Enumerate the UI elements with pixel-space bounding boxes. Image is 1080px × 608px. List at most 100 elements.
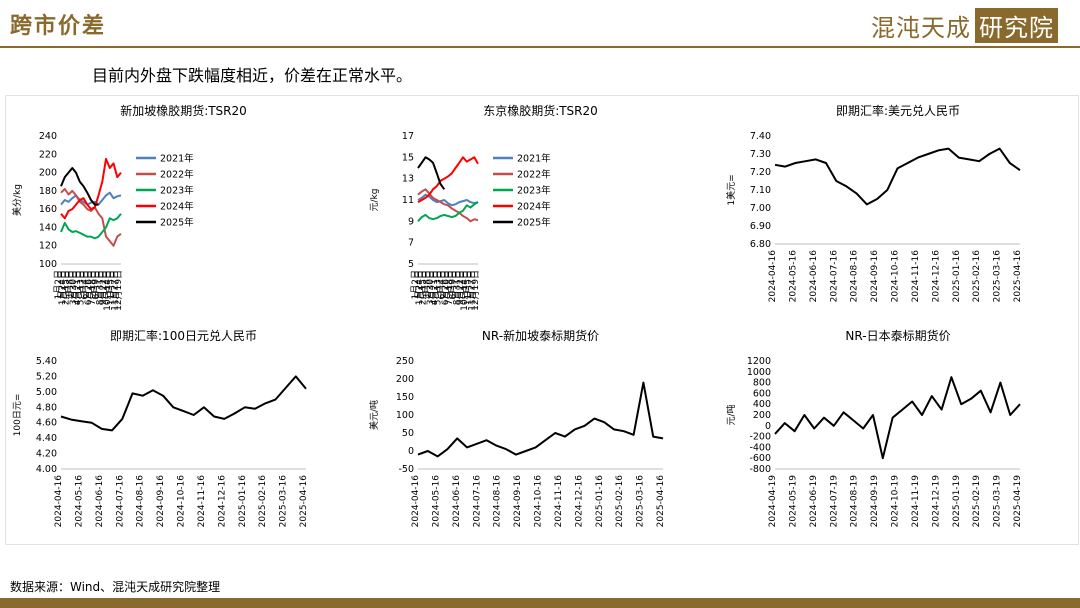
x-tick-label: 2025-03-16 <box>993 250 1003 303</box>
x-tick-label: 2024-06-16 <box>95 475 105 528</box>
x-tick-label: 3月8日 <box>64 270 75 299</box>
y-tick-label: -600 <box>749 453 771 464</box>
y-axis-label: 元/kg <box>370 189 380 212</box>
y-tick-label: 7.30 <box>750 149 771 160</box>
x-tick-label: 2025-03-16 <box>636 475 646 528</box>
legend-label: 2022年 <box>160 169 194 181</box>
x-tick-label: 8月31日 <box>451 270 462 305</box>
y-tick-label: 180 <box>39 186 57 197</box>
y-tick-label: 4.80 <box>36 402 57 413</box>
x-tick-label: 2024-04-16 <box>768 250 778 303</box>
y-tick-label: 1000 <box>747 367 771 378</box>
chart-tocom-tsr20: 5 7 9 11 13 15 17 元/kg 1月2日1月24日2月15日3月8日3月30日4月… <box>370 131 551 311</box>
x-tick-label: 2月15日 <box>418 270 429 305</box>
legend-label: 2025年 <box>517 217 551 229</box>
y-axis-label: 美分/kg <box>11 184 23 216</box>
x-tick-label: 2025-04-16 <box>1013 250 1023 303</box>
x-tick-label: 1月2日 <box>410 270 421 299</box>
x-tick-label: 2025-04-19 <box>1013 475 1023 528</box>
y-tick-label: 9 <box>408 216 414 227</box>
chart-panel-nr-japan: NR-日本泰标期货价 -800 -600 -400 -200 0 200 400 600 800… <box>720 321 1076 544</box>
x-tick-label: 8月31日 <box>94 270 105 305</box>
legend-label: 2025年 <box>160 217 194 229</box>
x-tick-label: 8月9日 <box>91 270 102 299</box>
y-tick-label: -800 <box>749 464 771 475</box>
x-tick-label: 6月26日 <box>440 270 451 305</box>
y-tick-label: 5.00 <box>36 387 57 398</box>
series-line <box>60 191 122 206</box>
series-line <box>60 375 307 432</box>
x-tick-label: 2024-05-16 <box>431 475 441 528</box>
x-tick-label: 2025-01-16 <box>238 475 248 528</box>
series-line <box>417 381 664 458</box>
chart-title: 新加坡橡胶期货:TSR20 <box>120 104 247 118</box>
x-tick-label: 9月22日 <box>455 270 466 305</box>
x-tick-label: 2025-01-16 <box>952 250 962 303</box>
x-tick-label: 2024-10-16 <box>177 475 187 528</box>
x-tick-label: 1月24日 <box>414 270 425 305</box>
series-line <box>417 201 479 222</box>
legend-label: 2021年 <box>517 153 551 165</box>
legend-label: 2022年 <box>517 169 551 181</box>
chart-title: NR-新加坡泰标期货价 <box>481 329 600 343</box>
y-tick-label: 4.60 <box>36 418 57 429</box>
x-tick-label: 2024-12-19 <box>931 475 941 528</box>
y-tick-label: 7 <box>408 238 414 249</box>
summary-text: 目前内外盘下跌幅度相近，价差在正常水平。 <box>92 66 413 85</box>
chart-panel-usdcny: 即期汇率:美元兑人民币 6.80 6.90 7.00 7.10 7.20 7.30 7.40… <box>720 96 1076 319</box>
x-tick-label: 7月18日 <box>87 270 98 305</box>
x-tick-label: 2024-10-16 <box>534 475 544 528</box>
x-tick-label: 12月19日 <box>113 270 124 311</box>
x-tick-label: 2025-04-16 <box>299 475 309 528</box>
x-tick-label: 2025-02-16 <box>972 250 982 303</box>
y-axis-label: 元/吨 <box>725 404 737 425</box>
logo-text: 混沌天成 <box>871 14 971 42</box>
x-tick-label: 2024-07-16 <box>115 475 125 528</box>
x-tick-label: 2025-04-16 <box>656 475 666 528</box>
y-tick-label: 7.00 <box>750 203 771 214</box>
y-tick-label: 0 <box>765 421 771 432</box>
x-tick-label: 11月5日 <box>463 270 474 305</box>
y-axis-label: 1美元= <box>725 174 737 205</box>
x-tick-label: 6月26日 <box>83 270 94 305</box>
x-tick-label: 2024-08-16 <box>136 475 146 528</box>
chart-panel-sgx-tsr20: 新加坡橡胶期货:TSR20 100 120 140 160 180 200 220 240 美分… <box>6 96 361 319</box>
chart-title: NR-日本泰标期货价 <box>845 329 951 343</box>
x-tick-label: 4月21日 <box>429 270 440 305</box>
page-title: 跨市价差 <box>10 13 107 39</box>
x-tick-label: 2025-02-16 <box>615 475 625 528</box>
chart-panel-tocom-tsr20: 东京橡胶期货:TSR20 5 7 9 11 13 15 17 元/kg 1月2日 1月24日 2月1… <box>363 96 718 319</box>
chart-jpycny: 4.00 4.20 4.40 4.60 4.80 5.00 5.20 5.40 100日元= 20… <box>12 356 309 528</box>
y-tick-label: 17 <box>402 131 414 142</box>
y-tick-label: 200 <box>753 410 771 421</box>
y-tick-label: 6.80 <box>750 239 771 250</box>
x-tick-label: 3月30日 <box>425 270 436 305</box>
y-tick-label: 240 <box>39 131 57 142</box>
x-tick-label: 2024-05-16 <box>788 250 798 303</box>
x-tick-label: 2024-11-16 <box>197 475 207 528</box>
chart-panel-nr-sgx: NR-新加坡泰标期货价 -50 0 50 100 150 200 250 美元/吨 2024-0… <box>363 321 718 544</box>
x-tick-label: 10月14日 <box>102 270 113 311</box>
y-axis-label: 100日元= <box>12 394 23 437</box>
x-tick-label: 2024-09-16 <box>156 475 166 528</box>
y-axis-label: 美元/吨 <box>368 400 380 430</box>
x-tick-label: 2024-07-16 <box>472 475 482 528</box>
legend-label: 2024年 <box>517 201 551 213</box>
x-tick-label: 2024-04-16 <box>411 475 421 528</box>
y-tick-label: -50 <box>398 464 414 475</box>
x-tick-label: 2024-09-16 <box>870 250 880 303</box>
x-tick-label: 2025-01-19 <box>952 475 962 528</box>
x-tick-label: 2024-08-16 <box>850 250 860 303</box>
x-tick-label: 2024-11-19 <box>911 475 921 528</box>
y-tick-label: 13 <box>402 174 414 185</box>
y-tick-label: 600 <box>753 388 771 399</box>
series-line <box>60 167 99 206</box>
x-tick-label: 2024-09-19 <box>870 475 880 528</box>
x-tick-label: 9月22日 <box>98 270 109 305</box>
y-tick-label: 200 <box>396 374 414 385</box>
legend-label: 2023年 <box>517 185 551 197</box>
chart-sgx-tsr20: 100 120 140 160 180 200 220 240 美分/kg 1月2日1月24日2月… <box>11 131 194 311</box>
x-tick-label: 8月9日 <box>448 270 459 299</box>
x-tick-label: 2024-08-16 <box>493 475 503 528</box>
